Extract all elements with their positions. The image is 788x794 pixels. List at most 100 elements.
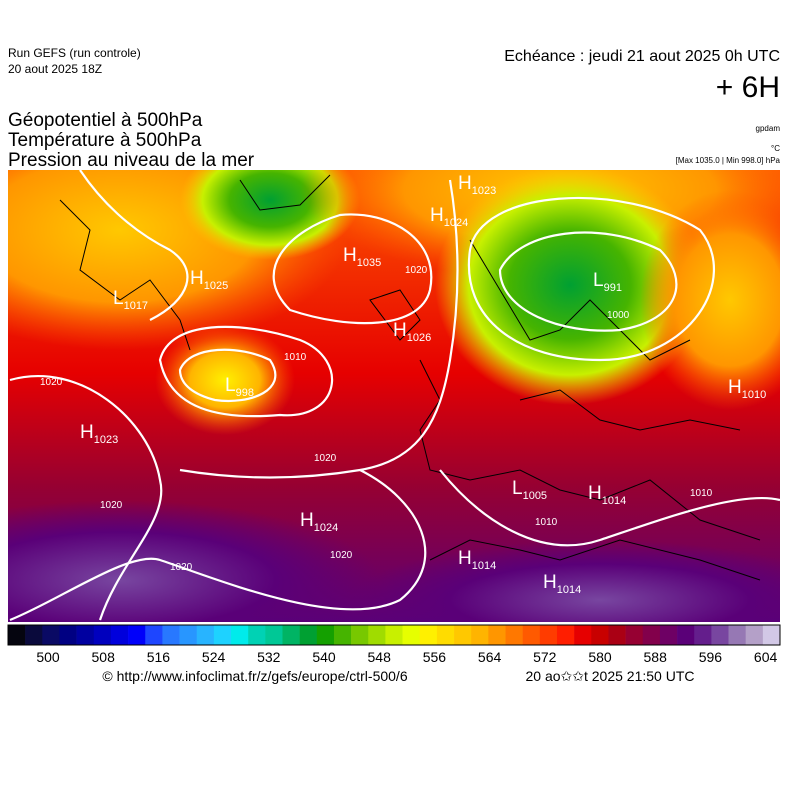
colorbar-swatch (591, 625, 609, 645)
colorbar-swatch (368, 625, 386, 645)
unit-label: °C (771, 144, 780, 153)
isobar-label: 1020 (314, 453, 337, 464)
unit-label: gpdam (756, 124, 781, 133)
colorbar-swatch (436, 625, 455, 645)
pressure-center: H1023 (80, 422, 118, 446)
run-date: 20 aout 2025 18Z (8, 62, 102, 76)
valid-time: Echéance : jeudi 21 aout 2025 0h UTC (504, 48, 780, 65)
colorbar-swatch (402, 625, 421, 645)
pressure-center: L991 (593, 270, 622, 294)
colorbar-swatch (522, 625, 541, 645)
colorbar-swatch (556, 625, 575, 645)
isobar-label: 1000 (607, 310, 630, 321)
colorbar-swatch (179, 625, 198, 645)
colorbar-swatch (505, 625, 523, 645)
colorbar-swatch (333, 625, 352, 645)
colorbar-swatch (762, 625, 781, 645)
colorbar-tick-label: 588 (644, 649, 668, 665)
isobar-label: 1020 (330, 550, 353, 561)
pressure-center: H1026 (393, 320, 431, 344)
colorbar-swatch (162, 625, 180, 645)
pressure-center: H1014 (588, 483, 626, 507)
field-title: Température à 500hPa (8, 130, 202, 151)
map (8, 170, 780, 622)
colorbar-frame (7, 624, 781, 646)
colorbar-tick-label: 596 (699, 649, 723, 665)
colorbar-swatch (454, 625, 472, 645)
colorbar-swatch (677, 625, 695, 645)
colorbar-tick-label: 500 (36, 649, 60, 665)
colorbar-swatch (625, 625, 644, 645)
colorbar-swatch (265, 625, 283, 645)
pressure-center: H1014 (458, 548, 496, 572)
colorbar-swatch (642, 625, 661, 645)
colorbar-tick-label: 564 (478, 649, 502, 665)
colorbar-tick-label: 572 (533, 649, 557, 665)
colorbar-swatch (76, 625, 95, 645)
colorbar-tick-label: 508 (92, 649, 116, 665)
colorbar-tick-label: 540 (312, 649, 336, 665)
colorbar-swatch (608, 625, 626, 645)
field-title: Pression au niveau de la mer (8, 150, 255, 171)
isobar-label: 1020 (40, 377, 63, 388)
colorbar-swatch (745, 625, 764, 645)
colorbar-swatch (42, 625, 60, 645)
run-label: Run GEFS (run controle) (8, 46, 141, 60)
colorbar-swatch (196, 625, 215, 645)
isobar-label: 1010 (284, 352, 307, 363)
isobar-label: 1020 (100, 500, 123, 511)
colorbar-swatch (93, 625, 112, 645)
colorbar-tick-label: 556 (423, 649, 447, 665)
colorbar-swatch (8, 625, 26, 645)
colorbar-swatch (659, 625, 678, 645)
colorbar-swatch (59, 625, 77, 645)
colorbar: 500 508 516 524 532 540 548 556 564 572 580 588 596 6… (8, 625, 781, 665)
pressure-center: L1017 (113, 288, 148, 312)
colorbar-swatch (728, 625, 746, 645)
colorbar-swatch (316, 625, 335, 645)
colorbar-tick-label: 580 (588, 649, 612, 665)
pressure-center: L1005 (512, 478, 547, 502)
colorbar-swatch (539, 625, 558, 645)
colorbar-tick-label: 548 (368, 649, 392, 665)
pressure-center: H1014 (543, 572, 581, 596)
pressure-center: H1035 (343, 245, 381, 269)
colorbar-swatch (25, 625, 43, 645)
unit-label: [Max 1035.0 | Min 998.0] hPa (676, 156, 781, 165)
colorbar-swatch (110, 625, 129, 645)
colorbar-swatch (231, 625, 249, 645)
pressure-center: L998 (225, 375, 254, 399)
colorbar-tick-label: 532 (257, 649, 281, 665)
isobar-label: 1010 (535, 517, 558, 528)
generated-time: 20 ao✩✩t 2025 21:50 UTC (525, 668, 694, 684)
isobar-label: 1020 (170, 562, 193, 573)
pressure-center: H1024 (430, 205, 468, 229)
colorbar-tick-label: 604 (754, 649, 778, 665)
colorbar-tick-label: 516 (147, 649, 171, 665)
isobar-label: 1020 (405, 265, 428, 276)
colorbar-swatch (282, 625, 300, 645)
colorbar-swatch (711, 625, 729, 645)
isobar-labels: 1020 1010 1000 1020 1020 1020 1020 1020 … (40, 265, 713, 573)
colorbar-swatch (299, 625, 318, 645)
pressure-center: H1023 (458, 173, 496, 197)
pressure-centers: H1023 H1024 H1035 H1025 L1017 H1026 L998… (80, 173, 766, 596)
lead-time: + 6H (716, 71, 780, 104)
colorbar-swatch (145, 625, 163, 645)
colorbar-swatch (385, 625, 403, 645)
colorbar-swatch (128, 625, 146, 645)
source-credit: © http://www.infoclimat.fr/z/gefs/europe… (102, 668, 407, 684)
colorbar-swatch (574, 625, 592, 645)
colorbar-swatch (471, 625, 489, 645)
colorbar-swatch (213, 625, 232, 645)
colorbar-swatch (694, 625, 712, 645)
colorbar-swatch (419, 625, 438, 645)
colorbar-swatch (488, 625, 506, 645)
field-title: Géopotentiel à 500hPa (8, 110, 203, 131)
isobar-label: 1010 (690, 488, 713, 499)
pressure-center: H1024 (300, 510, 338, 534)
pressure-center: H1010 (728, 377, 766, 401)
colorbar-swatch (351, 625, 369, 645)
pressure-center: H1025 (190, 268, 228, 292)
